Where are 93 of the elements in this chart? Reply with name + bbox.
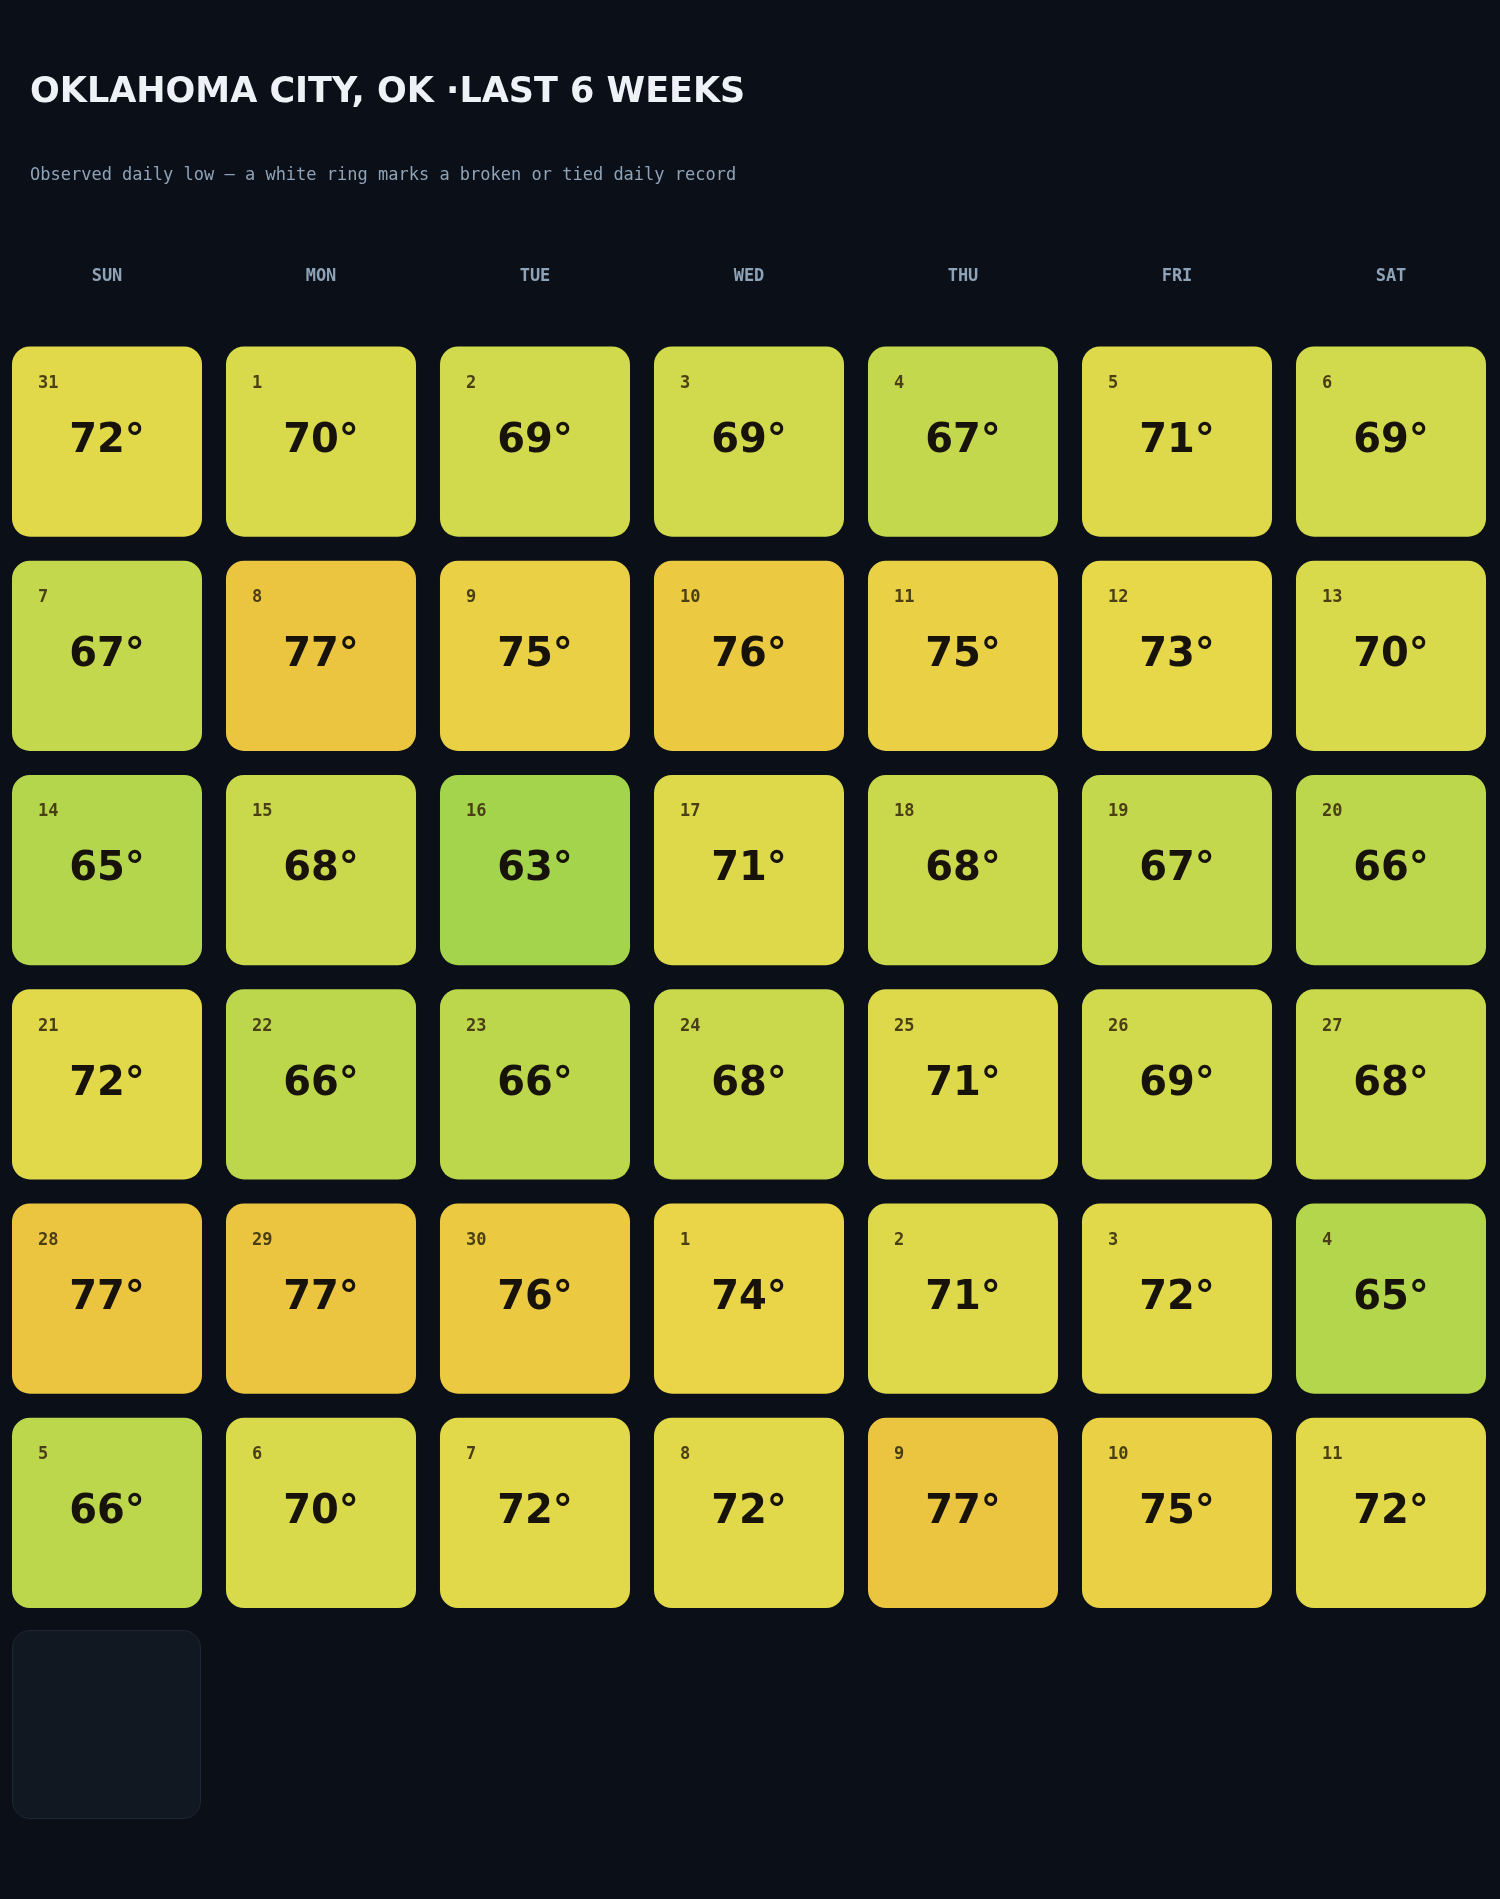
chart-subtitle: Observed daily low — a white ring marks a broken or tied daily record	[30, 164, 737, 184]
data-label: 66°	[1353, 843, 1429, 890]
annotation: 2	[465, 371, 477, 392]
data-label: 72°	[1353, 1486, 1429, 1533]
data-label: 66°	[497, 1057, 573, 1104]
data-label: 65°	[69, 843, 145, 890]
data-label: 72°	[711, 1486, 787, 1533]
data-label: 71°	[925, 1271, 1001, 1318]
data-label: 77°	[283, 1271, 359, 1318]
data-label: 77°	[925, 1486, 1001, 1533]
x-tick-label: TUE	[519, 264, 551, 285]
annotation: 28	[37, 1228, 59, 1249]
data-label: 70°	[1353, 629, 1429, 676]
annotation: 25	[893, 1014, 915, 1035]
annotation: 22	[251, 1014, 273, 1035]
data-label: 72°	[69, 414, 145, 461]
data-label: 76°	[497, 1271, 573, 1318]
x-tick-label: WED	[733, 264, 765, 285]
annotation: 12	[1107, 586, 1129, 607]
data-label: 66°	[283, 1057, 359, 1104]
chart-title: OKLAHOMA CITY, OK ·LAST 6 WEEKS	[30, 70, 746, 110]
annotation: 1	[679, 1228, 691, 1249]
annotation: 20	[1321, 800, 1343, 821]
data-label: 67°	[1139, 843, 1215, 890]
data-label: 72°	[69, 1057, 145, 1104]
annotation: 24	[679, 1014, 701, 1035]
data-label: 68°	[925, 843, 1001, 890]
annotation: 7	[465, 1443, 477, 1464]
annotation: 8	[251, 586, 263, 607]
annotation: 5	[37, 1443, 49, 1464]
annotation: 4	[1321, 1228, 1333, 1249]
data-label: 68°	[1353, 1057, 1429, 1104]
x-tick-label: SAT	[1375, 264, 1407, 285]
x-tick-label: SUN	[91, 264, 123, 285]
annotation: 30	[465, 1228, 487, 1249]
data-label: 70°	[283, 414, 359, 461]
annotation: 27	[1321, 1014, 1343, 1035]
annotation: 8	[679, 1443, 691, 1464]
data-label: 76°	[711, 629, 787, 676]
annotation: 23	[465, 1014, 487, 1035]
annotation: 4	[893, 371, 905, 392]
annotation: 5	[1107, 371, 1119, 392]
x-tick-label: MON	[305, 264, 337, 285]
annotation: 11	[1321, 1443, 1343, 1464]
annotation: 3	[1107, 1228, 1119, 1249]
data-label: 71°	[711, 843, 787, 890]
annotation: 16	[465, 800, 487, 821]
data-label: 77°	[69, 1271, 145, 1318]
data-label: 75°	[497, 629, 573, 676]
annotation: 6	[1321, 371, 1333, 392]
annotation: 10	[1107, 1443, 1129, 1464]
data-label: 67°	[69, 629, 145, 676]
annotation: 11	[893, 586, 915, 607]
annotation: 7	[37, 586, 49, 607]
annotation: 9	[465, 586, 477, 607]
data-label: 71°	[1139, 414, 1215, 461]
data-label: 68°	[283, 843, 359, 890]
data-label: 75°	[925, 629, 1001, 676]
annotation: 14	[37, 800, 59, 821]
data-label: 72°	[497, 1486, 573, 1533]
data-label: 75°	[1139, 1486, 1215, 1533]
data-label: 68°	[711, 1057, 787, 1104]
annotation: 21	[37, 1014, 59, 1035]
annotation: 3	[679, 371, 691, 392]
data-label: 69°	[711, 414, 787, 461]
data-label: 71°	[925, 1057, 1001, 1104]
data-label: 67°	[925, 414, 1001, 461]
data-label: 69°	[1139, 1057, 1215, 1104]
data-label: 69°	[1353, 414, 1429, 461]
data-label: 63°	[497, 843, 573, 890]
annotation: 6	[251, 1443, 263, 1464]
data-label: 66°	[69, 1486, 145, 1533]
annotation: 18	[893, 800, 915, 821]
annotation: 26	[1107, 1014, 1129, 1035]
annotation: 31	[37, 371, 59, 392]
x-tick-label: FRI	[1161, 264, 1193, 285]
x-tick-label: THU	[947, 264, 979, 285]
annotation: 15	[251, 800, 273, 821]
annotation: 2	[893, 1228, 905, 1249]
data-label: 65°	[1353, 1271, 1429, 1318]
annotation: 19	[1107, 800, 1129, 821]
data-label: 72°	[1139, 1271, 1215, 1318]
annotation: 13	[1321, 586, 1343, 607]
data-label: 77°	[283, 629, 359, 676]
data-label: 70°	[283, 1486, 359, 1533]
annotation: 17	[679, 800, 701, 821]
annotation: 9	[893, 1443, 905, 1464]
annotation: 10	[679, 586, 701, 607]
data-label: 73°	[1139, 629, 1215, 676]
data-label: 74°	[711, 1271, 787, 1318]
data-label: 69°	[497, 414, 573, 461]
annotation: 29	[251, 1228, 273, 1249]
annotation: 1	[251, 371, 263, 392]
